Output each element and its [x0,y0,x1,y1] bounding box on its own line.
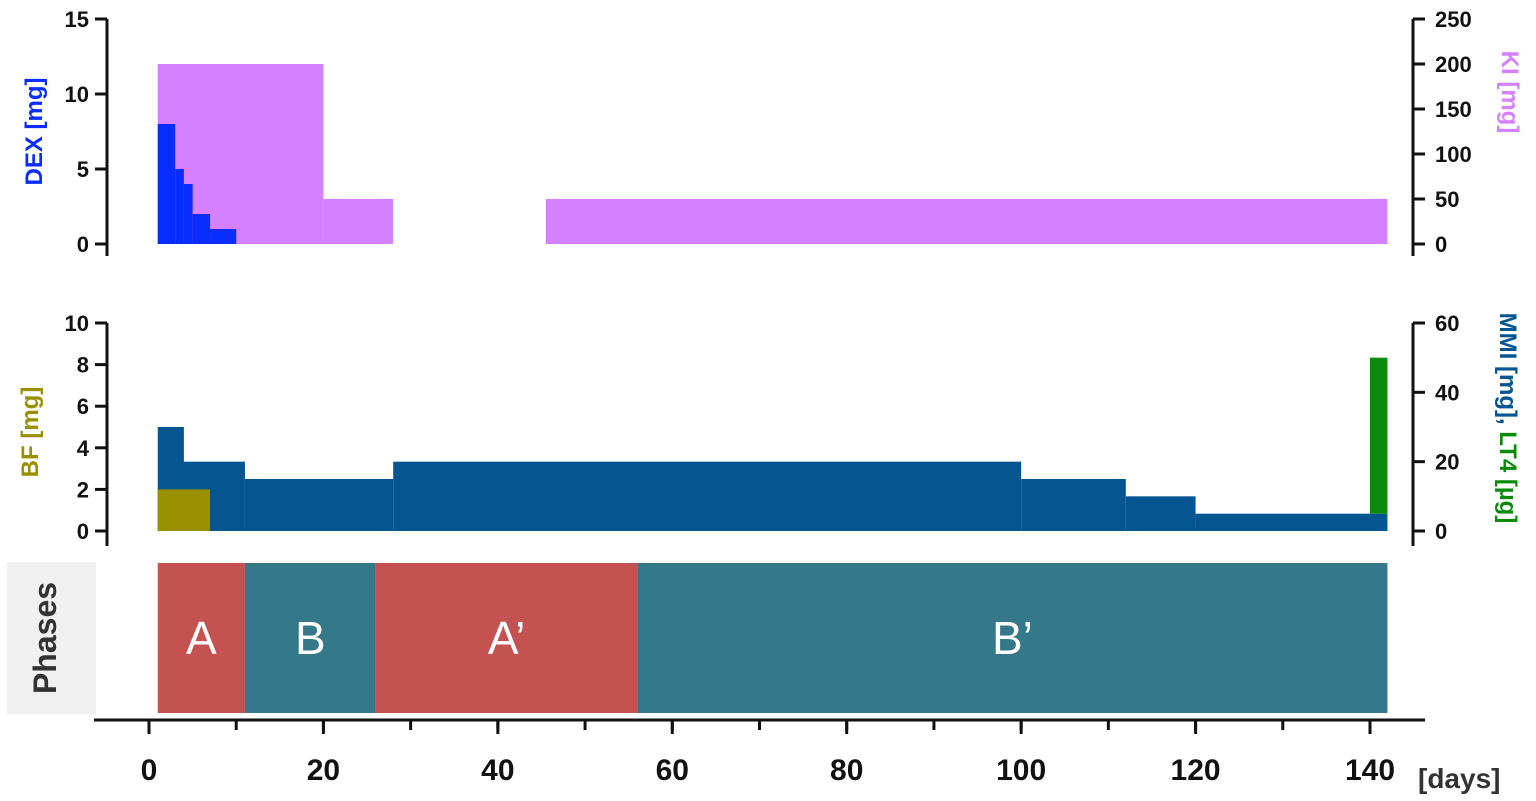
mid-right-tick-label: 60 [1435,311,1459,336]
top-bar-segment [192,214,211,244]
top-bar-segment [210,229,237,244]
top-left-tick-label: 10 [65,82,89,107]
mid-right-tick-label: 20 [1435,450,1459,475]
x-tick-label: 20 [307,754,340,787]
top-bar-segment [175,169,184,244]
phase-label: A’ [488,612,526,664]
dex-axis-title: DEX [mg] [21,78,48,186]
top-left-tick-label: 15 [65,7,89,32]
x-tick-label: 120 [1171,754,1221,787]
phase-block [244,563,376,713]
top-right-tick-label: 100 [1435,142,1472,167]
bf-axis-title: BF [mg] [17,387,44,478]
top-right-tick-label: 0 [1435,232,1447,257]
mid-bar-segment [244,479,394,531]
top-left-tick-label: 0 [77,232,89,257]
phase-label: A [186,612,217,664]
phase-block [375,563,638,713]
phases-panel: Phases A B A’ B’ [7,562,1388,714]
x-unit-label: [days] [1418,763,1500,794]
mid-bar-segment [157,489,211,531]
middle-panel: 0 2 4 6 8 10 0 20 40 60 BF [mg] MMI [mg], LT4 [µg] [17,311,1521,546]
mid-left-tick-label: 2 [77,477,89,502]
phases-row-label: Phases [27,582,63,694]
ki-axis-title: KI [mg] [1496,51,1523,134]
x-axis: 0 20 40 60 80 100 120 140 [days] [94,718,1500,794]
x-tick-label: 140 [1345,754,1395,787]
mid-bar-segment [1370,357,1388,514]
mid-right-tick-label: 0 [1435,519,1447,544]
mid-left-tick-label: 10 [65,311,89,336]
mid-bar-segment [1125,496,1196,531]
mmi-axis-title: MMI [mg], [1494,313,1521,432]
top-bar-segment [545,199,1388,244]
x-tick-label: 40 [481,754,514,787]
phase-label: B’ [992,612,1033,664]
phase-label: B [295,612,326,664]
x-tick-label: 100 [996,754,1046,787]
phase-block [637,563,1388,713]
mid-bar-segment [1195,513,1388,531]
top-right-tick-label: 200 [1435,52,1472,77]
mid-left-tick-label: 4 [77,436,90,461]
x-tick-label: 60 [656,754,689,787]
x-tick-label: 80 [830,754,863,787]
phases-label-box [7,562,96,714]
top-bar-segment [183,184,193,244]
mid-left-tick-label: 0 [77,519,89,544]
mid-left-tick-label: 6 [77,394,89,419]
top-right-tick-label: 50 [1435,187,1459,212]
top-bar-segment [157,124,176,244]
top-left-tick-label: 5 [77,157,89,182]
mid-bar-segment [1021,479,1126,531]
mid-right-tick-label: 40 [1435,380,1459,405]
x-tick-label: 0 [141,754,158,787]
mmi-lt4-axis-title: MMI [mg], LT4 [µg] [1494,313,1521,524]
lt4-axis-title: LT4 [µg] [1494,431,1521,523]
top-right-tick-label: 250 [1435,7,1472,32]
top-right-tick-label: 150 [1435,97,1472,122]
mid-bar-segment [393,461,1022,531]
phase-block [157,563,245,713]
mid-left-tick-label: 8 [77,353,89,378]
top-bar-segment [323,199,394,244]
